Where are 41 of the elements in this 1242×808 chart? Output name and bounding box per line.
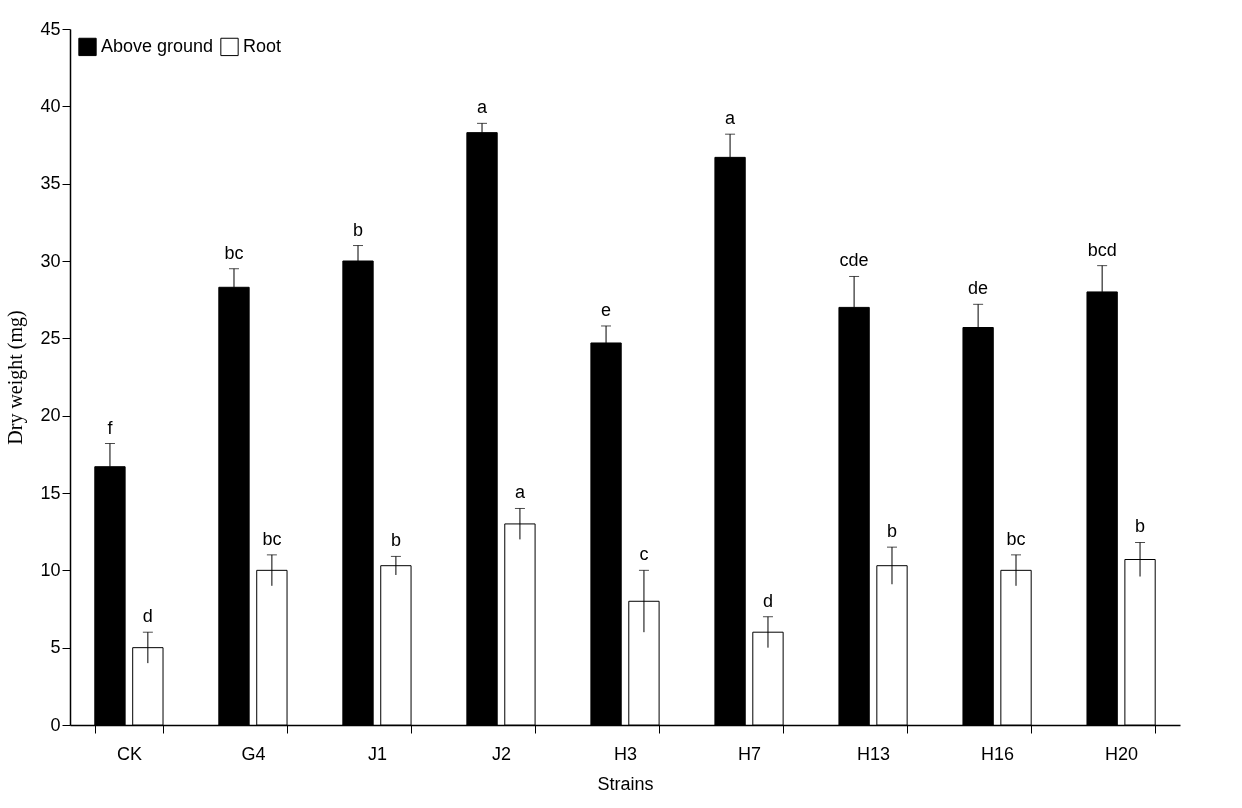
annotation: bc [224,242,244,263]
y-tick-label: 25 [40,327,61,348]
y-axis-title: Dry weight (mg) [4,310,28,445]
annotation: cde [839,250,869,271]
y-tick-label: 0 [50,714,61,735]
annotation: bcd [1087,239,1117,260]
x-tick-label: G4 [241,743,266,764]
annotation: d [142,606,153,627]
annotation: a [725,108,737,129]
x-tick-label: J2 [491,743,511,764]
x-tick-label: H13 [857,743,891,764]
x-tick-label: H20 [1105,743,1139,764]
annotation: b [1135,516,1146,537]
annotation: b [353,219,364,240]
legend-label: Above ground [101,35,214,56]
annotation: b [390,530,401,551]
y-tick-label: 5 [50,637,61,658]
x-axis-title: Strains [597,773,654,794]
annotation: a [477,97,489,118]
annotation: bc [1006,528,1026,549]
annotation: f [107,417,114,438]
annotation: e [601,299,612,320]
annotation: d [762,590,773,611]
annotation: a [514,482,526,503]
x-tick-label: H16 [981,743,1015,764]
x-tick-label: J1 [367,743,387,764]
annotation: c [639,544,649,565]
y-tick-label: 20 [40,405,61,426]
x-tick-label: H7 [738,743,762,764]
annotation: b [886,521,897,542]
y-tick-label: 15 [40,482,61,503]
legend-label: Root [243,35,282,56]
y-tick-label: 10 [40,559,61,580]
x-tick-label: H3 [613,743,638,764]
y-tick-label: 45 [40,18,61,39]
y-tick-label: 35 [40,173,61,194]
x-tick-label: CK [116,743,142,764]
annotation: de [968,278,989,299]
y-tick-label: 30 [40,250,61,271]
y-tick-label: 40 [40,95,61,116]
annotation: bc [262,528,282,549]
